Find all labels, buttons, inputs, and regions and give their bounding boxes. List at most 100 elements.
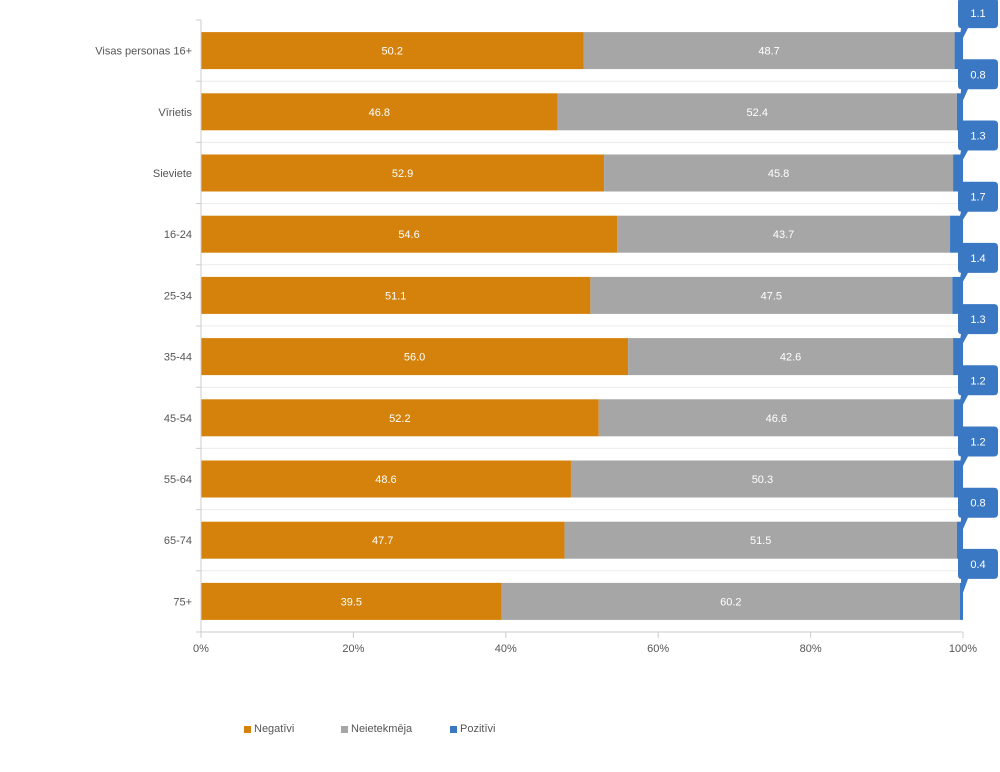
bar-negativi[interactable]	[201, 32, 584, 70]
bar-data-label: 54.6	[398, 229, 419, 241]
bar-data-label: 48.7	[758, 46, 779, 58]
bar-negativi[interactable]	[201, 582, 502, 620]
positive-callout: 1.3	[958, 120, 998, 169]
legend-label-pozitivi: Pozitīvi	[460, 723, 496, 735]
callout-bubble	[957, 242, 998, 291]
bar-negativi[interactable]	[201, 521, 565, 559]
y-tick-label: 25-34	[164, 290, 192, 302]
bar-pozitivi[interactable]	[954, 32, 963, 70]
x-tick-label: 100%	[949, 643, 977, 655]
x-tick-label: 20%	[342, 643, 364, 655]
bar-data-label: 60.2	[720, 596, 741, 608]
bar-data-label: 52.2	[389, 413, 410, 425]
bar-data-label: 46.8	[369, 107, 390, 119]
callout-label: 1.1	[970, 8, 985, 20]
bar-data-labels: 50.2 48.7 46.8 52.4 52.9 45.8 54.6 43.7 51.1 47.5…	[341, 46, 802, 609]
bar-negativi[interactable]	[201, 460, 571, 498]
bar-data-label: 52.9	[392, 168, 413, 180]
legend-item-neietekmeja[interactable]: Neietekmēja	[341, 723, 412, 735]
callout-bubble	[958, 365, 998, 414]
callout-bubble	[958, 0, 998, 47]
legend-item-pozitivi[interactable]: Pozitīvi	[450, 723, 495, 735]
positive-callout: 1.1	[958, 0, 998, 47]
callout-bubble	[958, 426, 998, 475]
bar-pozitivi[interactable]	[956, 93, 963, 131]
positive-callout: 1.3	[958, 304, 998, 353]
bar-pozitivi[interactable]	[952, 276, 963, 314]
y-tick-label: 16-24	[164, 229, 192, 241]
bar-neietekmeja[interactable]	[570, 460, 954, 498]
bar-negativi[interactable]	[201, 154, 605, 192]
y-tick-label: Sieviete	[153, 168, 192, 180]
bar-neietekmeja[interactable]	[501, 582, 960, 620]
axes	[196, 19, 964, 638]
x-tick-label: 60%	[647, 643, 669, 655]
bar-negativi[interactable]	[201, 399, 599, 437]
callout-label: 1.3	[970, 131, 985, 143]
bar-pozitivi[interactable]	[953, 399, 963, 437]
callout-label: 0.8	[970, 498, 985, 510]
callout-bubble	[958, 487, 998, 536]
bars	[201, 32, 963, 620]
callout-bubble	[958, 120, 998, 169]
positive-callout: 1.2	[958, 365, 998, 414]
bar-data-label: 47.5	[761, 290, 782, 302]
bar-data-label: 39.5	[341, 596, 362, 608]
legend-swatch-pozitivi	[450, 725, 457, 733]
bar-neietekmeja[interactable]	[557, 93, 957, 131]
y-tick-labels: Visas personas 16+ Vīrietis Sieviete 16-24 2…	[95, 46, 192, 609]
callout-label: 0.8	[970, 69, 985, 81]
positive-callout: 1.2	[958, 426, 998, 475]
bar-negativi[interactable]	[201, 338, 629, 376]
bar-pozitivi[interactable]	[953, 154, 963, 192]
y-tick-label: 55-64	[164, 474, 192, 486]
bar-neietekmeja[interactable]	[617, 215, 951, 253]
bar-data-label: 50.2	[382, 46, 403, 58]
positive-callout: 1.7	[956, 181, 998, 230]
x-tick-label: 40%	[495, 643, 517, 655]
bar-pozitivi[interactable]	[953, 338, 963, 376]
callout-label: 0.4	[970, 559, 985, 571]
bar-data-label: 52.4	[747, 107, 768, 119]
bar-negativi[interactable]	[201, 276, 591, 314]
bar-neietekmeja[interactable]	[598, 399, 954, 437]
x-tick-label: 80%	[800, 643, 822, 655]
bar-pozitivi[interactable]	[959, 582, 963, 620]
bar-pozitivi[interactable]	[953, 460, 963, 498]
callout-bubble	[958, 548, 998, 597]
y-tick-label: 45-54	[164, 413, 192, 425]
callout-bubble	[958, 304, 998, 353]
bar-data-label: 46.6	[766, 413, 787, 425]
bar-data-label: 43.7	[773, 229, 794, 241]
legend-swatch-neietekmeja	[341, 725, 348, 733]
callout-label: 1.2	[970, 375, 985, 387]
bar-neietekmeja[interactable]	[583, 32, 955, 70]
y-tick-label: Visas personas 16+	[95, 46, 192, 58]
y-tick-label: Vīrietis	[158, 107, 192, 119]
y-tick-label: 65-74	[164, 535, 192, 547]
bar-negativi[interactable]	[201, 93, 558, 131]
y-tick-label: 75+	[173, 596, 192, 608]
legend-label-neietekmeja: Neietekmēja	[351, 723, 413, 735]
callout-bubble	[956, 181, 998, 230]
legend-item-negativi[interactable]: Negatīvi	[244, 723, 294, 735]
bar-data-label: 48.6	[375, 474, 396, 486]
bar-negativi[interactable]	[201, 215, 618, 253]
legend-swatch-negativi	[244, 725, 251, 733]
bar-pozitivi[interactable]	[956, 521, 963, 559]
bar-data-label: 45.8	[768, 168, 789, 180]
bar-neietekmeja[interactable]	[590, 276, 953, 314]
bar-neietekmeja[interactable]	[564, 521, 957, 559]
callout-label: 1.3	[970, 314, 985, 326]
callout-label: 1.4	[970, 253, 985, 265]
legend: Negatīvi Neietekmēja Pozitīvi	[0, 723, 1000, 737]
positive-callout: 0.8	[958, 487, 998, 536]
bar-data-label: 51.5	[750, 535, 771, 547]
category-separators	[201, 80, 963, 572]
bar-neietekmeja[interactable]	[628, 338, 954, 376]
x-tick-label: 0%	[193, 643, 209, 655]
bar-data-label: 56.0	[404, 352, 425, 364]
positive-callout: 0.8	[958, 59, 998, 108]
bar-neietekmeja[interactable]	[604, 154, 954, 192]
